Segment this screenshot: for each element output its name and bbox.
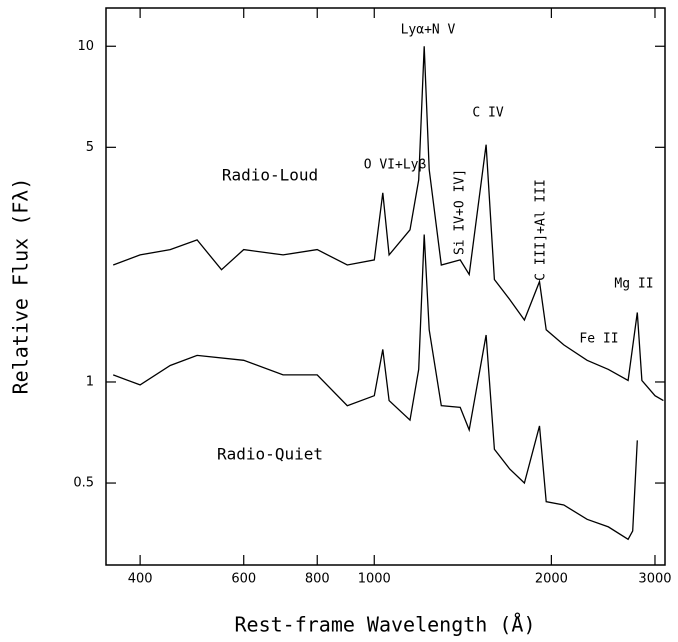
series-label: Radio-Loud: [222, 166, 318, 185]
line-annotation: Si IV+O IV]: [453, 169, 468, 255]
x-axis-title: Rest-frame Wavelength (Å): [234, 613, 535, 637]
line-annotation: Lyα+N V: [401, 23, 456, 38]
series-label: Radio-Quiet: [217, 445, 323, 464]
x-tick-label: 400: [128, 572, 153, 587]
x-tick-label: 3000: [638, 572, 671, 587]
x-tick-label: 2000: [535, 572, 568, 587]
y-tick-label: 5: [86, 140, 94, 155]
spectrum-line: [112, 46, 664, 402]
line-annotation: Mg II: [614, 277, 653, 292]
x-tick-label: 600: [231, 572, 256, 587]
spectrum-line: [112, 234, 638, 541]
y-tick-label: 1: [86, 374, 94, 389]
y-tick-label: 10: [77, 39, 94, 54]
line-annotation: C IV: [472, 106, 503, 121]
plot-frame: [105, 7, 666, 566]
line-annotation: Fe II: [579, 332, 618, 347]
x-tick-label: 1000: [358, 572, 391, 587]
y-axis-title: Relative Flux (Fλ): [9, 178, 33, 395]
y-tick-label: 0.5: [73, 476, 94, 491]
x-tick-label: 800: [305, 572, 330, 587]
line-annotation: O VI+Lyβ: [364, 158, 427, 173]
line-annotation: C III]+Al III: [534, 179, 549, 281]
